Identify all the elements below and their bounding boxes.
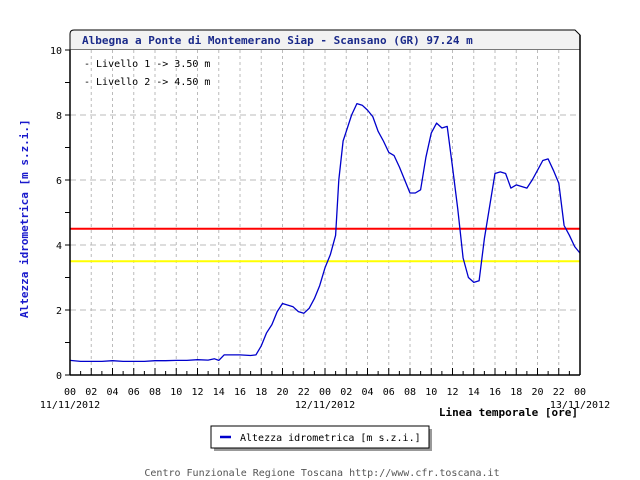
annotation-livello-2: - Livello 2 -> 4.50 m	[84, 77, 210, 88]
legend-box	[210, 425, 430, 449]
x-tick-label: 12	[446, 387, 458, 398]
x-tick-label: 04	[106, 387, 118, 398]
legend-label: Altezza idrometrica [m s.z.i.]	[240, 433, 421, 444]
x-date-label: 12/11/2012	[295, 400, 355, 411]
x-tick-label: 20	[276, 387, 288, 398]
x-tick-label: 02	[340, 387, 352, 398]
x-tick-label: 14	[468, 387, 480, 398]
y-tick-label: 0	[56, 371, 62, 382]
x-tick-label: 10	[425, 387, 437, 398]
gridlines	[70, 50, 580, 375]
x-tick-label: 20	[531, 387, 543, 398]
x-axis-ticks: 00 02 04 06 08 10 12 14 16 18 20 22 00 02 04 06 08 10 12 14…	[40, 368, 610, 411]
x-tick-label: 16	[489, 387, 501, 398]
y-axis-ticks: 0 2 4 6 8 10	[50, 46, 70, 382]
x-tick-label: 10	[170, 387, 182, 398]
x-tick-label: 18	[510, 387, 522, 398]
x-tick-label: 22	[298, 387, 310, 398]
x-tick-label: 00	[64, 387, 76, 398]
chart-title: Albegna a Ponte di Montemerano Siap - Sc…	[82, 34, 473, 47]
x-tick-label: 12	[191, 387, 203, 398]
x-date-label: 11/11/2012	[40, 400, 100, 411]
annotation-livello-1: - Livello 1 -> 3.50 m	[84, 59, 210, 70]
x-tick-label: 06	[128, 387, 140, 398]
x-tick-label: 16	[234, 387, 246, 398]
x-tick-label: 02	[85, 387, 97, 398]
y-tick-label: 6	[56, 176, 62, 187]
y-tick-label: 10	[50, 46, 62, 57]
x-tick-label: 08	[404, 387, 416, 398]
x-tick-label: 04	[361, 387, 373, 398]
x-tick-label: 06	[383, 387, 395, 398]
title-box	[69, 29, 581, 51]
x-axis-label: Linea temporale [ore]	[439, 406, 578, 419]
x-tick-label: 18	[255, 387, 267, 398]
x-tick-label: 08	[149, 387, 161, 398]
y-tick-label: 8	[56, 111, 62, 122]
footer-credit: Centro Funzionale Regione Toscana http:/…	[144, 468, 499, 479]
y-tick-label: 2	[56, 306, 62, 317]
x-tick-label: 22	[553, 387, 565, 398]
x-tick-label: 00	[319, 387, 331, 398]
series-altezza-idrometrica	[69, 102, 581, 363]
x-tick-label: 00	[574, 387, 586, 398]
x-date-label: 13/11/2012	[550, 400, 610, 411]
x-tick-label: 14	[213, 387, 225, 398]
y-axis-label: Altezza idrometrica [m s.z.i.]	[18, 119, 31, 318]
y-tick-label: 4	[56, 241, 62, 252]
